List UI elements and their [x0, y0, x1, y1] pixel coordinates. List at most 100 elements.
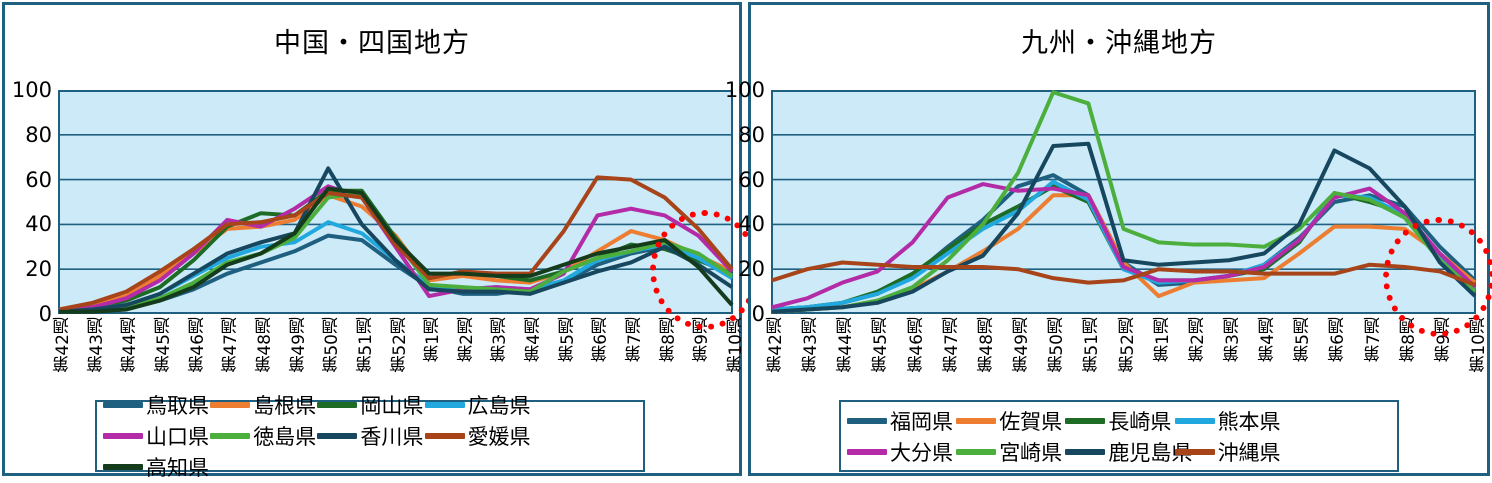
x-axis-tick-label: 第5週: [557, 317, 578, 362]
x-axis-tick-label: 第48週: [976, 317, 997, 373]
x-axis-tick-label: 第7週: [1363, 317, 1384, 362]
chart-title-right: 九州・沖縄地方: [1021, 28, 1217, 59]
legend-color-swatch: [210, 402, 251, 408]
x-axis-tick-label: 第50週: [1047, 317, 1068, 373]
legend-color-swatch: [424, 433, 465, 439]
y-axis-tick-label: 100: [11, 78, 52, 102]
legend-label: 大分県: [890, 440, 953, 465]
legend-label: 広島県: [467, 394, 531, 418]
legend-item-岡山県[interactable]: 岡山県: [317, 390, 424, 421]
x-axis-tick-label: 第50週: [322, 317, 343, 373]
x-axis-tick-label: 第9週: [1433, 317, 1454, 362]
x-axis-tick-label: 第52週: [389, 317, 410, 373]
legend-item-島根県[interactable]: 島根県: [210, 390, 317, 421]
x-axis-tick-label: 第42週: [766, 317, 786, 373]
y-axis-tick-label: 40: [25, 212, 52, 237]
y-axis-tick-label: 20: [25, 257, 52, 282]
legend-color-swatch: [317, 402, 358, 408]
legend-label: 長崎県: [1108, 409, 1172, 434]
x-axis-tick-label: 第44週: [120, 317, 141, 373]
series-line-長崎県: [771, 184, 1477, 312]
legend-item-鹿児島県[interactable]: 鹿児島県: [1065, 436, 1192, 467]
legend-color-swatch: [847, 448, 887, 455]
legend-label: 佐賀県: [999, 409, 1063, 434]
legend-label: 宮崎県: [999, 440, 1063, 465]
legend-label: 沖縄県: [1217, 440, 1281, 465]
x-axis-tick-label: 第43週: [801, 317, 822, 373]
x-axis-tick-label: 第2週: [1187, 317, 1208, 362]
x-axis-tick-label: 第1週: [1152, 317, 1173, 362]
legend-label: 山口県: [146, 425, 209, 449]
legend-label: 熊本県: [1217, 409, 1281, 434]
legend-label: 岡山県: [360, 394, 424, 418]
legend-item-宮崎県[interactable]: 宮崎県: [956, 436, 1065, 467]
legend-item-山口県[interactable]: 山口県: [103, 421, 210, 452]
legend-color-swatch: [1065, 448, 1106, 455]
legend-color-swatch: [210, 433, 251, 439]
legend-color-swatch: [103, 402, 143, 408]
x-axis-tick-label: 第42週: [53, 317, 73, 373]
x-axis-tick-label: 第8週: [658, 317, 679, 362]
legend-item-高知県[interactable]: 高知県: [103, 452, 210, 483]
y-axis-tick-label: 40: [738, 212, 765, 237]
legend-color-swatch: [317, 433, 358, 439]
legend-item-鳥取県[interactable]: 鳥取県: [103, 390, 210, 421]
x-axis-tick-label: 第1週: [423, 317, 444, 362]
legend-color-swatch: [847, 417, 887, 424]
x-axis-tick-label: 第3週: [490, 317, 511, 362]
x-axis-tick-label: 第45週: [871, 317, 892, 373]
x-axis-tick-label: 第8週: [1398, 317, 1419, 362]
legend-label: 高知県: [146, 456, 209, 480]
legend-item-熊本県[interactable]: 熊本県: [1174, 405, 1284, 436]
x-axis-tick-label: 第51週: [355, 317, 376, 373]
legend-label: 香川県: [360, 425, 424, 449]
x-axis-tick-label: 第7週: [625, 317, 646, 362]
legend-item-徳島県[interactable]: 徳島県: [210, 421, 317, 452]
x-axis-labels-right: 第42週 第43週 第44週 第45週 第46週 第47週 第48週 第49週 第50週 第51週…: [766, 317, 1489, 397]
legend-left: 鳥取県 島根県 岡山県 広島県 山口県 徳島県 香川県 愛媛県 高知県: [95, 394, 645, 480]
legend-item-沖縄県[interactable]: 沖縄県: [1174, 436, 1284, 467]
legend-item-大分県[interactable]: 大分県: [847, 436, 956, 467]
y-axis-tick-label: 80: [25, 122, 52, 147]
plot-area-left: [58, 90, 734, 314]
legend-right: 福岡県 佐賀県 長崎県 熊本県大分県 宮崎県 鹿児島県 沖縄県: [839, 400, 1399, 472]
plot-background-right: [771, 90, 1476, 314]
legend-color-swatch: [1174, 448, 1215, 455]
chart-panel-kyushu-okinawa: 九州・沖縄地方 0 20 40 60 80 100 第42週 第43週 第44週 第45週 第46…: [725, 2, 1492, 476]
series-lines-left: [58, 133, 734, 314]
series-lines-right: [771, 90, 1477, 314]
x-axis-tick-label: 第51週: [1082, 317, 1103, 373]
legend-item-佐賀県[interactable]: 佐賀県: [956, 405, 1065, 436]
x-axis-tick-label: 第10週: [1469, 317, 1489, 373]
legend-color-swatch: [103, 464, 143, 470]
legend-color-swatch: [956, 417, 997, 424]
x-axis-tick-label: 第52週: [1117, 317, 1138, 373]
y-axis-tick-label: 0: [751, 302, 765, 326]
legend-color-swatch: [1065, 417, 1106, 424]
x-axis-tick-label: 第48週: [254, 317, 275, 373]
x-axis-tick-label: 第6週: [591, 317, 612, 362]
x-axis-tick-label: 第4週: [1258, 317, 1279, 362]
legend-label: 福岡県: [890, 409, 953, 434]
y-axis-tick-label: 60: [738, 167, 765, 192]
y-axis-tick-label: 0: [38, 302, 52, 326]
series-line-大分県: [771, 182, 1477, 310]
chart-title-left: 中国・四国地方: [274, 28, 470, 59]
y-axis-tick-label: 20: [738, 257, 765, 282]
series-line-高知県: [59, 186, 734, 314]
legend-item-長崎県[interactable]: 長崎県: [1065, 405, 1174, 436]
legend-item-愛媛県[interactable]: 愛媛県: [424, 421, 532, 452]
legend-item-広島県[interactable]: 広島県: [424, 390, 532, 421]
y-axis-labels-left: 0 20 40 60 80 100: [5, 78, 52, 326]
legend-item-香川県[interactable]: 香川県: [317, 421, 424, 452]
x-axis-labels-left: 第42週 第43週 第44週 第45週 第46週 第47週 第48週 第49週 第50週 第51週…: [53, 317, 746, 397]
x-axis-tick-label: 第46週: [906, 317, 927, 373]
x-axis-tick-label: 第44週: [836, 317, 857, 373]
legend-item-福岡県[interactable]: 福岡県: [847, 405, 956, 436]
x-axis-tick-label: 第6週: [1328, 317, 1349, 362]
y-axis-tick-label: 80: [738, 122, 765, 147]
x-axis-tick-label: 第47週: [221, 317, 242, 373]
legend-label: 愛媛県: [467, 425, 531, 449]
legend-label: 鳥取県: [146, 394, 209, 418]
